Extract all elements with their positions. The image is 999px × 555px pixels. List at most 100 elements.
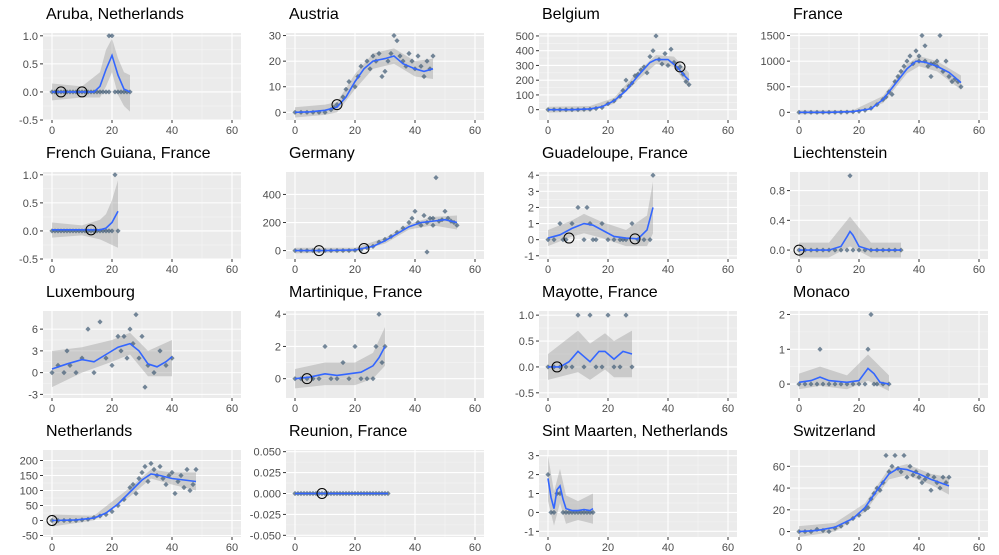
data-point	[163, 481, 169, 488]
y-tick-label: 4	[528, 170, 534, 182]
data-point	[379, 73, 385, 80]
smooth-line	[547, 207, 654, 240]
highlight-circle	[674, 61, 686, 73]
x-tick-label: 20	[853, 403, 865, 415]
y-tick-label: 20	[269, 56, 281, 68]
data-point	[919, 32, 925, 39]
data-point	[190, 481, 196, 488]
data-point	[409, 215, 415, 221]
x-tick-label: 20	[602, 125, 614, 137]
data-point	[406, 50, 412, 57]
x-tick-label: 0	[796, 403, 802, 415]
x-tick-label: 0	[49, 403, 55, 415]
panel-title: Switzerland	[793, 423, 876, 440]
data-point	[112, 89, 118, 95]
data-point	[100, 89, 106, 95]
y-tick-label: 3	[528, 451, 534, 463]
data-point	[907, 463, 913, 469]
data-point	[187, 487, 193, 494]
y-tick-label: -0.5	[515, 388, 534, 400]
x-tick-label: 60	[722, 403, 734, 415]
x-tick-label: 20	[106, 264, 118, 276]
panel-title: France	[793, 6, 843, 23]
confidence-band	[548, 330, 632, 380]
y-tick-label: 0	[32, 516, 38, 528]
data-point	[949, 79, 955, 85]
data-point	[118, 348, 124, 354]
panel: 0 20 40 60 -0.050 -0.025 0.000 0.025 0.050	[250, 447, 484, 554]
panel: 0 20 40 60 -0.5 0.0 0.5 1.0	[19, 170, 241, 276]
data-point	[334, 376, 340, 382]
data-point	[151, 370, 157, 376]
highlight-circle	[629, 233, 641, 245]
data-point	[115, 228, 121, 234]
x-tick-label: 0	[292, 264, 298, 276]
data-point	[91, 370, 97, 376]
panel: 0 20 40 60 -1 0 1 2 3 4	[524, 170, 737, 276]
x-tick-label: 40	[409, 264, 421, 276]
data-point	[641, 237, 647, 243]
y-tick-label: 1.0	[23, 170, 38, 182]
x-tick-label: 60	[469, 403, 481, 415]
x-tick-label: 20	[853, 264, 865, 276]
data-point	[130, 481, 136, 488]
data-point	[650, 172, 656, 178]
data-point	[569, 220, 575, 227]
data-point	[376, 50, 382, 57]
data-point	[352, 84, 358, 90]
data-point	[397, 53, 403, 59]
data-point	[97, 319, 103, 325]
smooth-line	[294, 55, 434, 114]
data-point	[946, 474, 952, 480]
data-point	[136, 475, 142, 482]
y-tick-label: 6	[32, 324, 38, 336]
smooth-line	[798, 367, 890, 385]
y-tick-label: 0	[528, 235, 534, 247]
data-point	[856, 247, 862, 253]
data-point	[388, 50, 394, 57]
data-point	[151, 466, 157, 473]
data-point	[904, 58, 910, 64]
data-point	[103, 89, 109, 95]
panel: 0 20 40 60 0 500 1000 1500	[761, 31, 988, 137]
panel: 0 20 40 60 -1 0 1 2 3	[524, 450, 737, 554]
data-point	[955, 79, 961, 85]
data-point	[64, 348, 70, 354]
data-point	[163, 362, 169, 368]
data-point	[931, 474, 937, 480]
data-point	[421, 212, 427, 219]
data-point	[551, 509, 557, 516]
data-point	[103, 355, 109, 361]
y-tick-label: 30	[269, 31, 281, 43]
data-point	[925, 63, 931, 69]
y-tick-label: 0	[779, 527, 785, 539]
data-point	[569, 364, 575, 370]
y-tick-label: 0	[275, 107, 281, 119]
y-tick-label: 0.4	[770, 215, 785, 227]
x-tick-label: 60	[722, 125, 734, 137]
data-point	[133, 490, 139, 497]
highlight-circle	[46, 515, 58, 526]
data-point	[358, 63, 364, 69]
data-point	[940, 474, 946, 480]
data-point	[928, 487, 934, 493]
x-tick-label: 40	[913, 264, 925, 276]
data-point	[412, 208, 418, 214]
confidence-band	[295, 215, 457, 254]
x-tick-label: 40	[166, 403, 178, 415]
x-tick-label: 0	[545, 403, 551, 415]
x-tick-label: 60	[469, 542, 481, 554]
y-tick-label: 200	[263, 218, 281, 230]
data-point	[802, 381, 808, 387]
data-point	[127, 326, 133, 332]
y-tick-label: 0	[275, 374, 281, 386]
panel-title: Belgium	[542, 6, 600, 23]
data-point	[838, 381, 844, 387]
data-point	[584, 509, 590, 516]
data-point	[907, 53, 913, 59]
data-point	[647, 53, 653, 60]
data-point	[545, 471, 551, 478]
y-tick-label: 0	[779, 107, 785, 119]
data-point	[109, 362, 115, 368]
